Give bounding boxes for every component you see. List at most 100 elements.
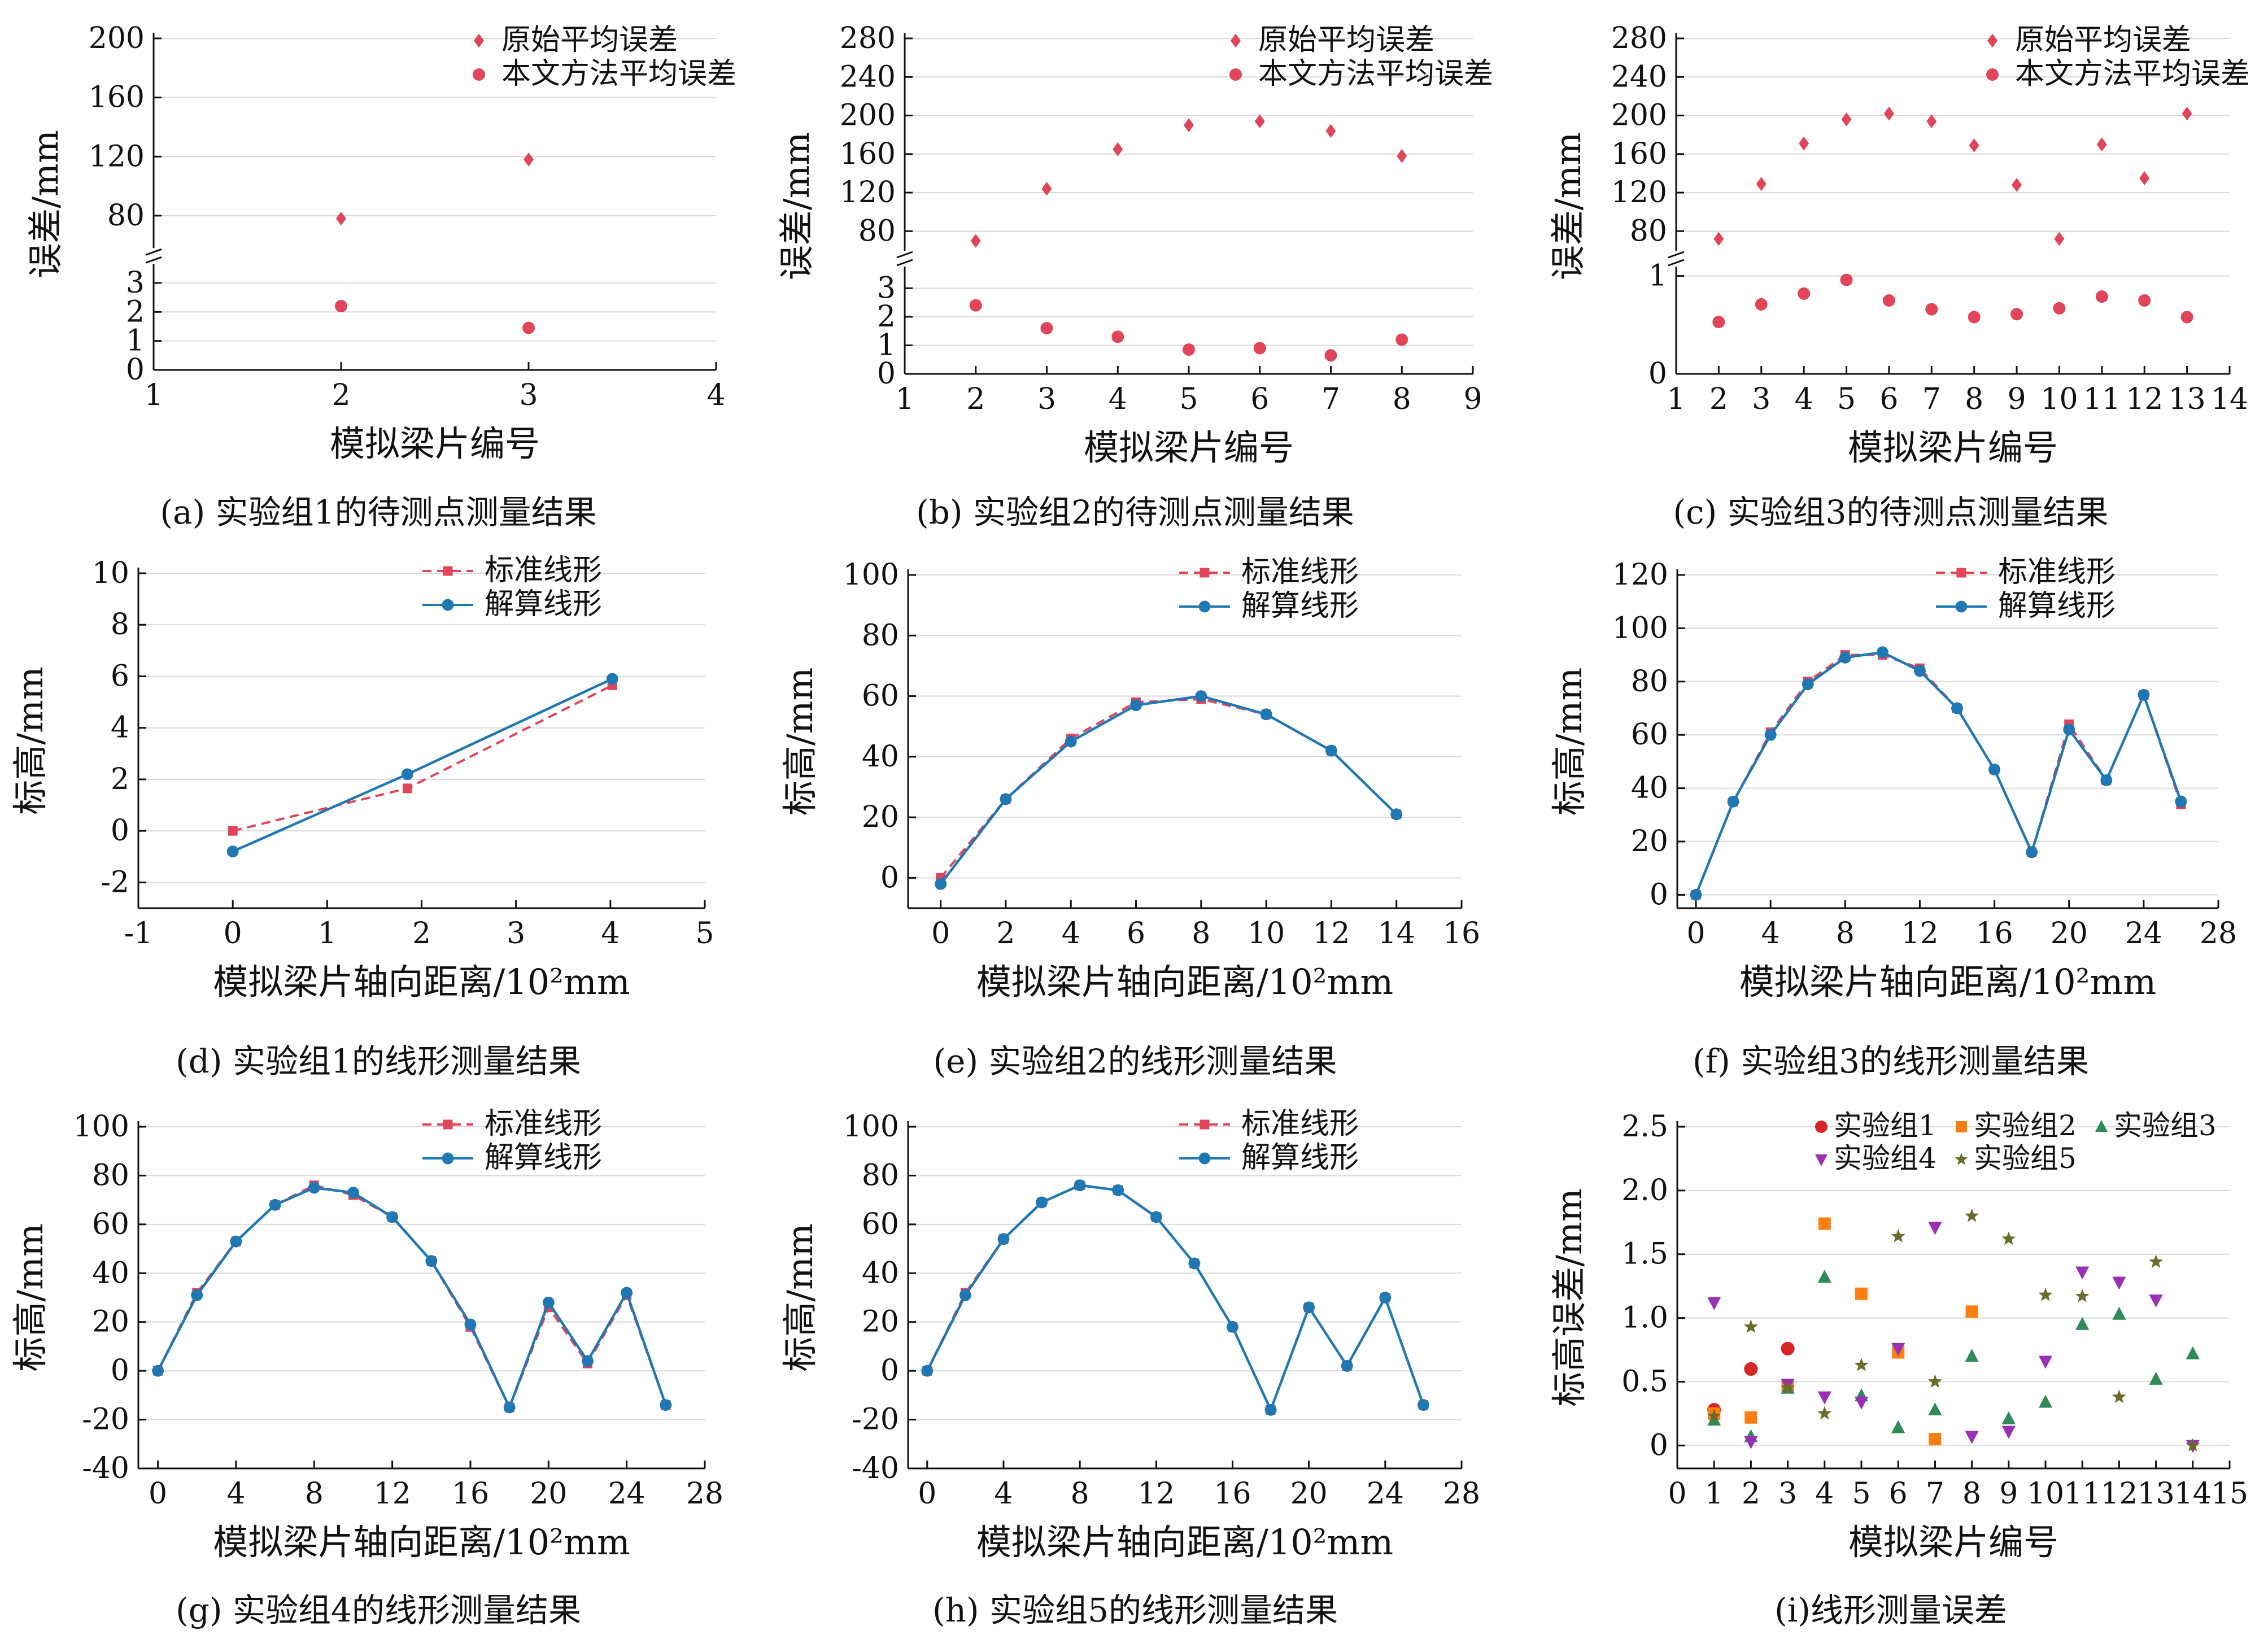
- data-point: [2139, 171, 2150, 185]
- x-tick-label-i: 10: [2027, 1477, 2064, 1511]
- panel-f: 0 20 40 60 80 100 120 0 4 8 12 16 20 24 28 模拟梁片轴向距离/10²…: [1514, 542, 2268, 1090]
- y-tick-label-f: 60: [1631, 718, 1668, 752]
- solved-line: [1694, 651, 2183, 896]
- grid-f: [1677, 574, 2218, 896]
- x-tick-label-h: 28: [1443, 1477, 1480, 1511]
- legend-label-c: 本文方法平均误差: [2015, 57, 2250, 91]
- data-point: [522, 321, 535, 334]
- series-i-4: [1707, 1208, 2200, 1451]
- y-tick-label-e: 80: [862, 618, 899, 652]
- y-tick-label-a: 0: [126, 353, 145, 387]
- legend-label-a: 原始平均误差: [501, 23, 678, 57]
- x-tick-label-i: 7: [1926, 1477, 1944, 1511]
- data-point: [1965, 1208, 1979, 1222]
- solved-point: [660, 1399, 672, 1411]
- caption-h: (h) 实验组5的线形测量结果: [932, 1591, 1338, 1629]
- y-tick-label-h: 0: [880, 1354, 899, 1388]
- caption-g: (g) 实验组4的线形测量结果: [176, 1591, 581, 1629]
- solved-point: [230, 1235, 242, 1248]
- x-tick-label-g: 28: [686, 1477, 723, 1511]
- y-tick-label-c: 240: [1611, 60, 1667, 94]
- solved-point: [1195, 690, 1207, 702]
- y-tick-label-c: 200: [1611, 99, 1667, 133]
- marks-d: [226, 673, 618, 858]
- x-tick-label-c: 8: [1965, 382, 1983, 416]
- series-i-1: [1708, 1217, 1978, 1446]
- y-tick-label-f: 40: [1631, 771, 1668, 805]
- x-tick-label-i: 0: [1668, 1477, 1686, 1511]
- y-tick-label-b: 200: [840, 99, 896, 133]
- x-tick-label-i: 11: [2064, 1477, 2101, 1511]
- y-tick-label-a: 200: [89, 21, 145, 55]
- legend-marker-d: [443, 566, 453, 576]
- data-point: [1799, 136, 1809, 151]
- x-tick-label-b: 6: [1250, 382, 1269, 416]
- x-tick-label-i: 9: [1999, 1477, 2018, 1511]
- grid-d: [138, 573, 705, 883]
- data-point: [1325, 124, 1336, 138]
- y-axis-label-d: 标高/mm: [10, 666, 51, 814]
- legend-marker-e: [1198, 600, 1211, 613]
- x-tick-label-e: 2: [996, 917, 1015, 951]
- legend-marker-i: [1815, 1154, 1828, 1166]
- x-tick-label-d: 3: [507, 917, 525, 951]
- solved-point: [1065, 735, 1077, 748]
- panel-b: 0 1 2 3 80 120 160 200 240 280 1 2 3 4 5 6 7 8 9 模拟梁片编号 误差/m…: [757, 0, 1514, 542]
- solved-point: [542, 1296, 555, 1309]
- legend-i: 实验组1 实验组2 实验组3 实验组4 实验组5: [1815, 1109, 2217, 1175]
- y-tick-label-i: 1.0: [1621, 1301, 1668, 1335]
- solved-point: [1036, 1196, 1048, 1209]
- solved-point: [921, 1365, 934, 1377]
- legend-label-d: 解算线形: [485, 587, 602, 621]
- x-tick-label-i: 4: [1815, 1477, 1834, 1511]
- data-point: [2075, 1266, 2090, 1280]
- x-tick-label-f: 4: [1761, 917, 1780, 951]
- series-b-0: [970, 114, 1407, 248]
- data-point: [1965, 1305, 1978, 1318]
- data-point: [1743, 1319, 1758, 1333]
- chart-g: -40 -20 0 20 40 60 80 100 0 4 8 12 16 20 24 28 模拟梁片轴向距离/…: [10, 1107, 723, 1563]
- y-tick-label-h: 100: [843, 1110, 899, 1144]
- legend-label-i: 实验组4: [1834, 1142, 1936, 1175]
- x-axis-label-d: 模拟梁片轴向距离/10²mm: [213, 961, 630, 1002]
- x-tick-label-i: 5: [1852, 1477, 1870, 1511]
- caption-b: (b) 实验组2的待测点测量结果: [916, 493, 1354, 531]
- x-tick-label-e: 16: [1443, 917, 1480, 951]
- data-point: [2149, 1254, 2164, 1268]
- data-point: [1891, 1228, 1905, 1243]
- legend-label-b: 本文方法平均误差: [1258, 57, 1493, 91]
- grid-i: [1677, 1126, 2230, 1446]
- panel-a: 0 1 2 3 80 120 160 200 1 2 3 4 模拟梁片编号 误差/mm 原始平均误差 本文方法…: [0, 0, 757, 542]
- series-h-0: [922, 1180, 1428, 1415]
- data-point: [1928, 1222, 1942, 1235]
- y-tick-label-c: 120: [1611, 176, 1667, 210]
- data-point: [1253, 342, 1266, 355]
- solved-point: [2063, 723, 2075, 736]
- legend-marker-i: [1955, 1153, 1968, 1165]
- x-tick-label-b: 8: [1393, 382, 1411, 416]
- x-tick-label-i: 1: [1705, 1477, 1724, 1511]
- x-tick-label-b: 3: [1037, 382, 1056, 416]
- legend-marker-d: [442, 599, 454, 611]
- data-point: [1798, 287, 1811, 300]
- standard-line: [232, 684, 613, 832]
- data-point: [1254, 114, 1265, 129]
- solved-point: [1264, 1403, 1277, 1416]
- x-tick-label-g: 8: [305, 1477, 324, 1511]
- y-axis-label-g: 标高/mm: [10, 1223, 51, 1371]
- legend-marker-b: [1229, 68, 1242, 81]
- data-point: [1744, 1436, 1758, 1449]
- solved-point: [1227, 1320, 1238, 1333]
- y-axis-label-b: 误差/mm: [776, 132, 817, 280]
- axis-break-mark-a: [145, 256, 162, 264]
- legend-marker-c: [1987, 33, 1997, 48]
- x-tick-label-e: 14: [1378, 917, 1415, 951]
- x-tick-label-h: 8: [1071, 1477, 1089, 1511]
- x-tick-label-d: 2: [412, 917, 431, 951]
- series-c-0: [1713, 106, 2192, 246]
- axes-f: 0 20 40 60 80 100 120 0 4 8 12 16 20 24 28 模拟梁片轴向距离/10²…: [1549, 558, 2237, 1002]
- data-point: [1744, 1411, 1757, 1424]
- y-tick-label-f: 80: [1631, 665, 1668, 699]
